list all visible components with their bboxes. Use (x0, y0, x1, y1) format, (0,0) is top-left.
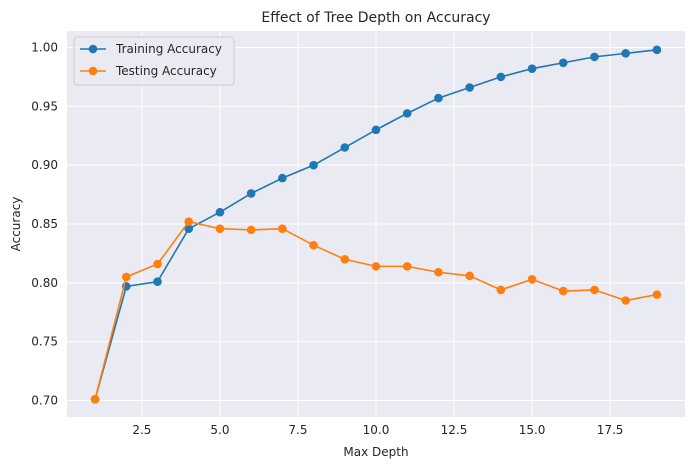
legend-entry: Training Accuracy (80, 42, 222, 56)
data-point (527, 275, 537, 284)
series-training (90, 45, 662, 404)
data-point (246, 189, 256, 198)
legend: Training Accuracy Testing Accuracy (73, 36, 235, 86)
x-tick-label: 10.0 (363, 423, 390, 437)
x-tick-label: 15.0 (519, 423, 546, 437)
data-point (184, 217, 194, 226)
data-point (278, 224, 287, 234)
data-point (215, 224, 225, 234)
legend-marker (88, 66, 98, 76)
data-point (371, 125, 381, 135)
data-point (527, 64, 537, 73)
y-tick-label: 1.00 (31, 40, 58, 54)
legend-box (73, 36, 235, 86)
data-point (652, 45, 662, 55)
data-point (496, 285, 506, 295)
y-tick-label: 0.80 (31, 276, 58, 290)
y-axis-ticks: 0.70 0.75 0.80 0.85 0.90 0.95 1.00 (31, 40, 58, 407)
data-point (215, 207, 225, 217)
data-point (340, 143, 350, 152)
data-point (590, 285, 599, 295)
chart-title: Effect of Tree Depth on Accuracy (261, 10, 490, 26)
y-tick-label: 0.70 (31, 394, 58, 408)
y-tick-label: 0.75 (31, 335, 58, 349)
series-testing (90, 217, 662, 404)
legend-label: Training Accuracy (115, 42, 222, 56)
data-point (246, 225, 256, 235)
data-point (90, 395, 100, 404)
data-point (558, 286, 568, 296)
y-tick-label: 0.90 (31, 158, 58, 172)
data-point (558, 58, 568, 68)
data-point (184, 224, 194, 234)
data-point (434, 267, 443, 277)
data-point (621, 49, 630, 58)
legend-marker (88, 44, 98, 54)
y-tick-label: 0.85 (31, 217, 58, 231)
data-point (496, 72, 506, 82)
legend-label: Testing Accuracy (115, 64, 217, 78)
y-axis-title: Accuracy (9, 197, 23, 252)
data-point (153, 277, 162, 286)
series-layer (90, 45, 662, 404)
data-point (621, 296, 630, 305)
data-point (434, 93, 443, 103)
data-point (371, 262, 381, 271)
data-point (278, 173, 287, 183)
data-point (465, 271, 474, 281)
legend-entry: Testing Accuracy (80, 64, 217, 78)
data-point (153, 259, 162, 269)
x-axis-ticks: 2.5 5.0 7.5 10.0 12.5 15.0 17.5 (132, 423, 623, 437)
data-point (652, 290, 662, 299)
x-tick-label: 7.5 (288, 423, 307, 437)
data-point (122, 272, 131, 282)
data-point (402, 262, 412, 271)
data-point (309, 240, 318, 250)
x-axis-title: Max Depth (343, 445, 408, 459)
data-point (309, 160, 318, 170)
x-tick-label: 12.5 (441, 423, 468, 437)
y-tick-label: 0.95 (31, 99, 58, 113)
x-tick-label: 5.0 (210, 423, 229, 437)
grid-lines (67, 31, 685, 417)
x-tick-label: 17.5 (597, 423, 624, 437)
data-point (402, 109, 412, 118)
data-point (340, 255, 350, 264)
data-point (590, 52, 599, 62)
x-tick-label: 2.5 (132, 423, 151, 437)
data-point (465, 83, 474, 92)
